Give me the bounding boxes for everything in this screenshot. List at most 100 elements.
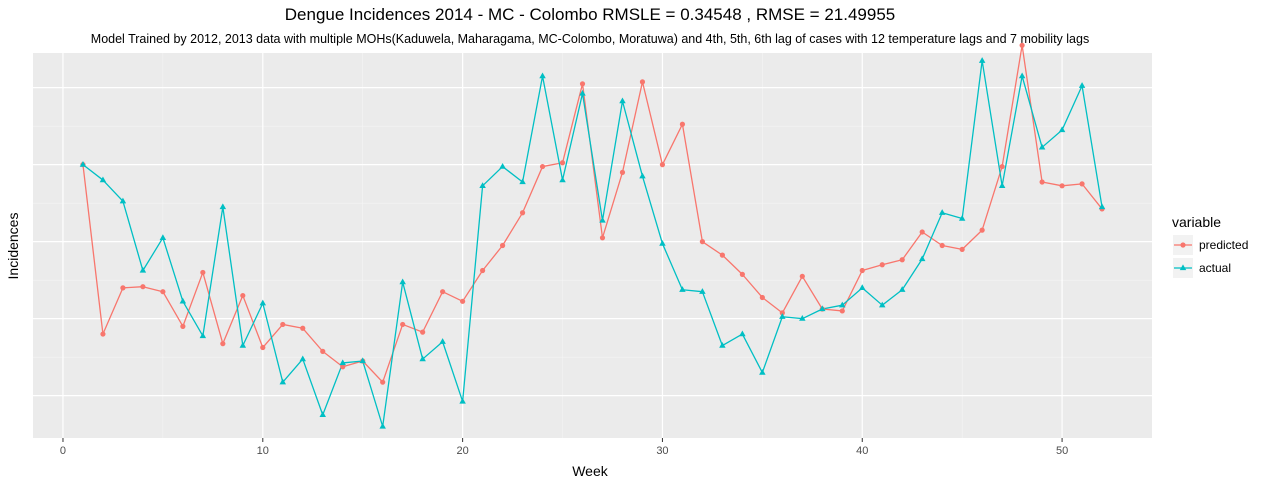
point-predicted: [979, 227, 985, 233]
legend-label-predicted: predicted: [1199, 238, 1248, 252]
point-actual: [479, 182, 486, 188]
point-actual: [918, 255, 926, 262]
point-predicted: [639, 79, 646, 85]
x-tick-label: 30: [656, 445, 668, 457]
series-line-actual: [82, 60, 1103, 428]
point-actual: [359, 357, 366, 364]
x-axis-ticks: 0 10 20 30 40 50: [60, 438, 1068, 457]
point-predicted: [859, 267, 865, 274]
point-actual: [159, 234, 167, 240]
chart-title: Dengue Incidences 2014 - MC - Colombo RM…: [285, 5, 895, 24]
point-actual: [319, 411, 326, 418]
point-actual: [839, 301, 846, 308]
point-actual: [119, 197, 127, 204]
point-actual: [579, 89, 586, 96]
point-actual: [519, 178, 526, 185]
point-predicted: [759, 294, 765, 301]
x-tick-label: 20: [456, 445, 468, 457]
point-actual: [539, 72, 546, 79]
plot-panel: [33, 53, 1152, 438]
point-actual: [759, 368, 766, 375]
point-actual: [219, 203, 227, 210]
point-predicted: [200, 269, 206, 276]
point-predicted: [240, 292, 246, 299]
point-predicted: [420, 329, 426, 335]
x-axis-title: Week: [572, 463, 609, 479]
point-predicted: [160, 289, 166, 295]
point-actual: [559, 176, 566, 183]
point-predicted: [919, 229, 925, 235]
point-actual: [1058, 126, 1066, 133]
point-predicted: [879, 262, 885, 268]
point-predicted: [699, 239, 706, 245]
point-predicted: [440, 289, 446, 295]
point-predicted: [380, 379, 386, 385]
point-actual: [998, 182, 1006, 188]
point-predicted: [120, 285, 126, 291]
point-predicted: [519, 210, 526, 216]
point-predicted: [959, 246, 965, 252]
point-actual: [779, 313, 786, 319]
point-actual: [1038, 143, 1046, 150]
point-predicted: [679, 121, 686, 127]
point-actual: [1078, 82, 1086, 88]
point-actual: [699, 288, 706, 294]
point-actual: [1098, 203, 1106, 210]
point-actual: [339, 359, 346, 366]
point-predicted: [839, 308, 845, 314]
point-predicted: [460, 298, 466, 304]
point-predicted: [499, 242, 506, 249]
point-actual: [499, 162, 506, 169]
legend: variable predicted actual: [1172, 214, 1248, 278]
legend-key-marker: [1179, 264, 1187, 271]
point-predicted: [479, 267, 486, 274]
point-predicted: [100, 331, 106, 337]
point-predicted: [539, 163, 546, 170]
point-actual: [1018, 72, 1026, 79]
legend-item-predicted: predicted: [1173, 235, 1248, 255]
point-predicted: [280, 321, 286, 328]
point-actual: [259, 299, 267, 306]
x-tick-label: 0: [60, 445, 66, 457]
legend-item-actual: actual: [1173, 258, 1231, 278]
point-predicted: [559, 160, 566, 166]
point-actual: [659, 239, 666, 246]
point-actual: [139, 266, 147, 273]
point-predicted: [180, 323, 186, 329]
point-predicted: [999, 163, 1005, 170]
point-predicted: [320, 348, 326, 354]
point-actual: [938, 209, 946, 215]
point-predicted: [220, 341, 226, 347]
point-actual: [419, 355, 426, 362]
point-actual: [459, 397, 466, 404]
point-actual: [179, 297, 187, 304]
point-actual: [898, 286, 906, 292]
point-actual: [879, 301, 886, 308]
point-predicted: [1059, 183, 1065, 189]
x-tick-label: 40: [856, 445, 868, 457]
point-actual: [679, 286, 686, 292]
point-predicted: [659, 162, 666, 168]
data-points: [79, 42, 1106, 429]
point-actual: [239, 342, 247, 348]
x-tick-label: 50: [1056, 445, 1068, 457]
point-actual: [199, 332, 207, 339]
point-actual: [639, 172, 646, 179]
legend-title: variable: [1172, 214, 1221, 230]
chart-subtitle: Model Trained by 2012, 2013 data with mu…: [91, 32, 1089, 46]
point-actual: [599, 216, 606, 223]
point-actual: [819, 305, 826, 312]
point-actual: [379, 422, 386, 429]
point-predicted: [899, 257, 905, 263]
point-predicted: [1079, 181, 1085, 187]
point-actual: [79, 161, 87, 167]
point-actual: [399, 278, 406, 285]
point-actual: [99, 176, 107, 183]
legend-label-actual: actual: [1199, 261, 1231, 275]
point-actual: [859, 284, 866, 291]
series-lines: [82, 44, 1103, 428]
point-predicted: [719, 252, 725, 258]
point-actual: [739, 330, 746, 337]
point-predicted: [340, 364, 346, 370]
